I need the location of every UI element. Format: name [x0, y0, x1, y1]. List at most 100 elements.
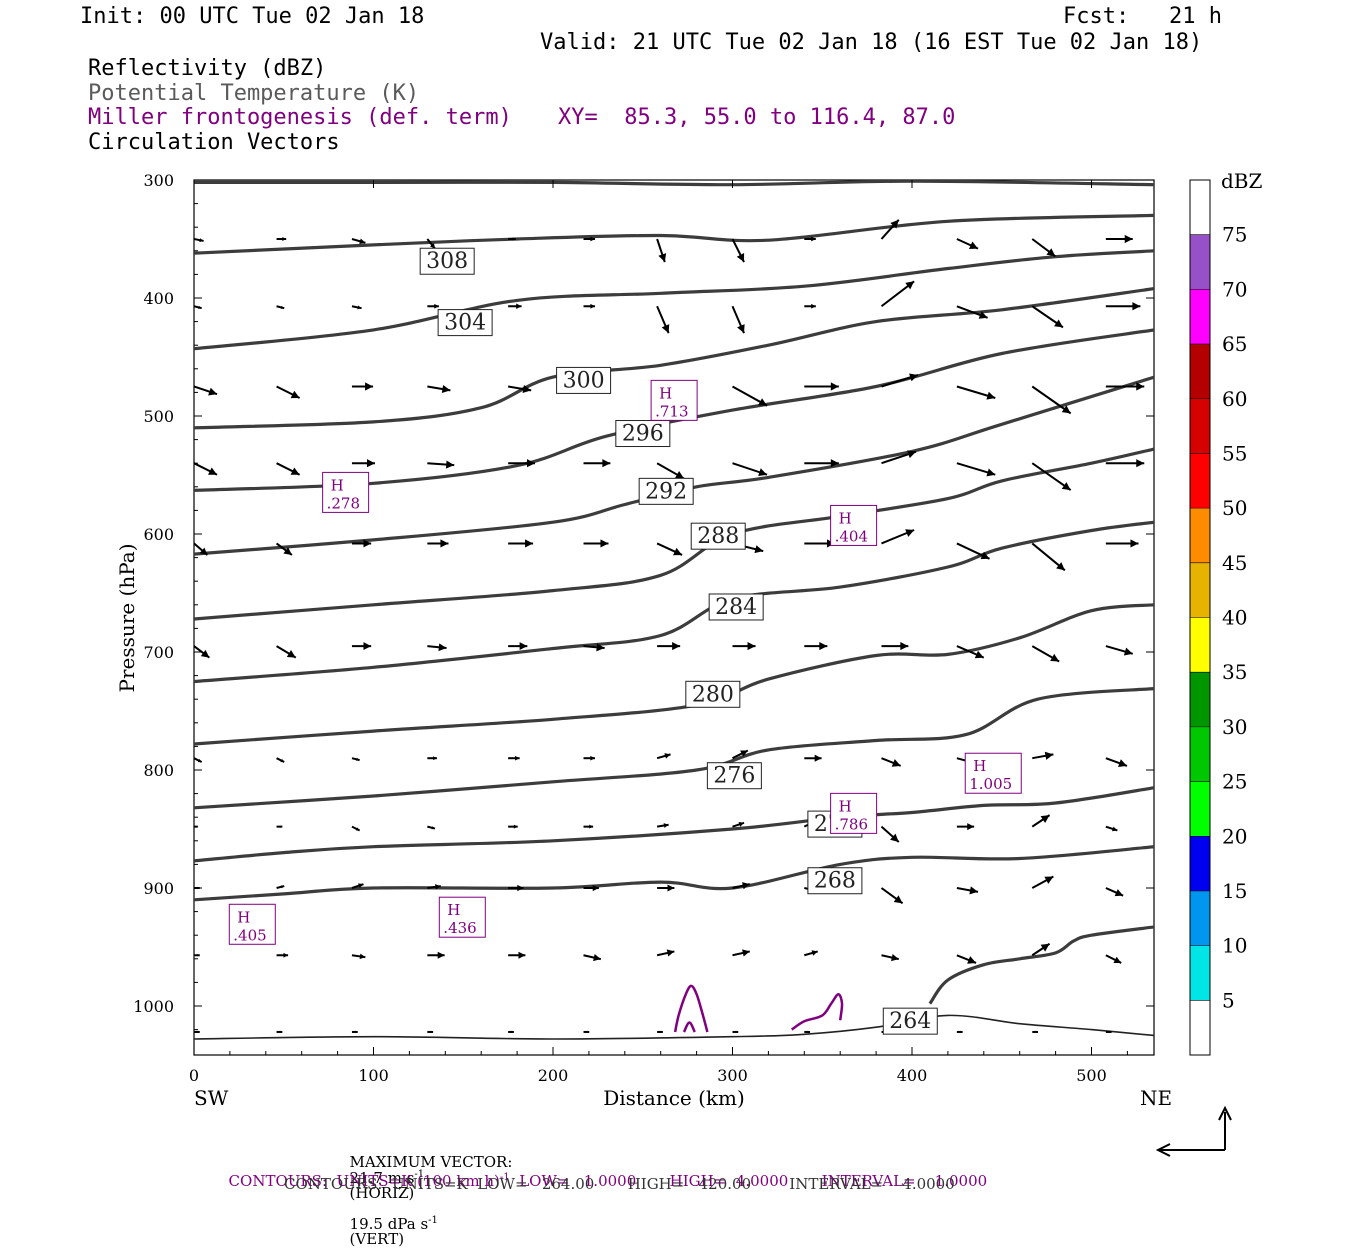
circulation-vector	[1032, 1030, 1039, 1034]
circulation-vector	[507, 384, 532, 394]
circulation-vector	[427, 303, 439, 309]
valid-time: Valid: 21 UTC Tue 02 Jan 18 (16 EST Tue …	[540, 30, 1203, 55]
circulation-vector	[583, 303, 596, 309]
circulation-vector	[804, 382, 839, 391]
circulation-vector	[881, 954, 899, 962]
circulation-vector	[1031, 942, 1051, 957]
circulation-vector	[508, 824, 518, 829]
init-time: Init: 00 UTC Tue 02 Jan 18	[80, 4, 425, 29]
circulation-vector	[508, 1030, 514, 1034]
frontogenesis-high-label: H	[237, 908, 250, 926]
circulation-vector	[1105, 757, 1128, 767]
colorbar-level-label: 50	[1222, 496, 1247, 520]
theta-contour	[194, 687, 1154, 810]
circulation-vector	[351, 642, 372, 651]
circulation-vector	[427, 539, 449, 548]
circulation-vector	[427, 884, 441, 890]
circulation-vector	[880, 280, 915, 308]
circulation-vector	[804, 1030, 811, 1034]
x-axis-title: Distance (km)	[603, 1086, 745, 1110]
frontogenesis-high-value: .405	[233, 926, 266, 944]
circulation-vector	[1105, 825, 1118, 832]
theta-label: 292	[645, 479, 687, 504]
circulation-vector	[657, 1030, 663, 1034]
x-tick-label: 400	[897, 1066, 928, 1085]
theta-label: 296	[622, 422, 664, 447]
frontogenesis-high-label: H	[659, 384, 672, 402]
circulation-vector	[1105, 234, 1133, 244]
circulation-vector	[583, 459, 611, 468]
circulation-vector	[351, 953, 366, 960]
circulation-vector	[881, 642, 909, 651]
theta-label-box	[638, 477, 694, 505]
frontogenesis-high-value: .404	[835, 527, 868, 545]
horiz-exponent: -1	[414, 1169, 425, 1180]
circulation-vector	[427, 384, 451, 394]
circulation-vector	[1105, 887, 1124, 897]
field-potential-temperature: Potential Temperature (K)	[88, 81, 420, 106]
frontogenesis-high-box	[830, 792, 878, 834]
circulation-vector	[880, 887, 904, 905]
theta-label: 300	[563, 368, 605, 393]
frontogenesis-high-box	[830, 504, 878, 546]
circulation-vector	[583, 755, 596, 761]
circulation-vector	[880, 219, 900, 240]
theta-label: 284	[715, 595, 757, 620]
circulation-vector	[804, 642, 828, 651]
circulation-vector	[427, 643, 447, 652]
circulation-vector	[1105, 645, 1134, 656]
cross-section-chart: 264268272276280284288292296300304308 H.4…	[115, 169, 1263, 1157]
frontogenesis-high-box	[438, 896, 486, 938]
y-tick-label: 900	[143, 879, 174, 898]
circulation-vector	[656, 462, 685, 480]
circulation-vector	[956, 886, 979, 895]
plot-frame	[193, 179, 1155, 1056]
field-reflectivity: Reflectivity (dBZ)	[88, 56, 327, 81]
circulation-vector	[276, 462, 301, 476]
frontogenesis-contour	[682, 1021, 696, 1033]
colorbar-level-label: 20	[1222, 824, 1247, 848]
frontogenesis-high-value: .436	[443, 919, 476, 937]
y-tick-label: 1000	[133, 997, 174, 1016]
theta-label-box	[706, 762, 762, 790]
vert-tag: (VERT)	[349, 1230, 405, 1248]
circulation-vector	[1031, 238, 1056, 258]
colorbar-level-label: 25	[1222, 770, 1247, 794]
frontogenesis-high-label: H	[331, 476, 344, 494]
circulation-vector	[1105, 539, 1139, 548]
circulation-vector	[881, 373, 919, 388]
colorbar-segment	[1190, 234, 1210, 290]
y-tick-label: 300	[143, 171, 174, 190]
y-axis-title: Pressure (hPa)	[115, 544, 139, 693]
circulation-vector	[351, 883, 364, 889]
colorbar-segment	[1190, 1000, 1210, 1055]
colorbar-segment	[1190, 726, 1210, 782]
circulation-vector	[194, 385, 218, 396]
x-tick-label: 0	[189, 1066, 199, 1085]
circulation-vector	[956, 462, 996, 477]
circulation-vector	[656, 238, 667, 263]
sw-label: SW	[194, 1086, 229, 1110]
theta-label: 304	[444, 311, 486, 336]
circulation-vector	[1031, 645, 1060, 663]
frontogenesis-high-box	[964, 752, 1022, 794]
circulation-vector	[194, 305, 202, 310]
circulation-vector	[956, 645, 985, 659]
circulation-vector	[731, 305, 745, 334]
circulation-vector	[656, 753, 671, 760]
circulation-vector	[583, 236, 596, 242]
theta-contour	[194, 1014, 1154, 1040]
circulation-vector	[732, 949, 750, 957]
colorbar-segment	[1190, 289, 1210, 345]
circulation-vector	[804, 754, 822, 762]
circulation-vector	[427, 951, 445, 959]
circulation-vector	[276, 825, 283, 828]
theta-label-box	[882, 1007, 938, 1035]
theta-contour	[194, 213, 1154, 255]
circulation-vector	[427, 756, 437, 761]
circulation-vector	[804, 236, 816, 242]
vert-exponent: -1	[428, 1215, 438, 1226]
circulation-vector	[656, 305, 670, 334]
colorbar-level-label: 30	[1222, 715, 1247, 739]
circulation-vector	[194, 238, 204, 243]
